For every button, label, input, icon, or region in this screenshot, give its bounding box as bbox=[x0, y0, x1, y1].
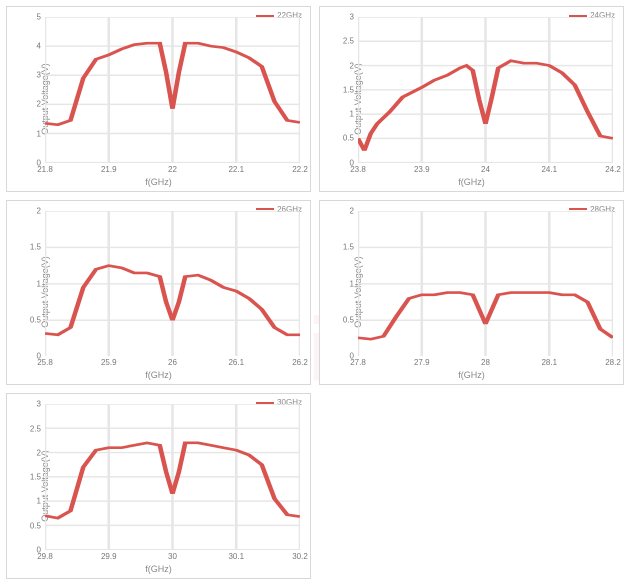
x-axis-label: f(GHz) bbox=[145, 370, 172, 380]
y-ticks: 00.511.52 bbox=[320, 211, 356, 357]
y-ticks: 00.511.52 bbox=[7, 211, 43, 357]
chart-grid: 22GHz Output Voltage(V) 012345 21.821.92… bbox=[0, 0, 630, 585]
xtick: 23.8 bbox=[350, 165, 366, 174]
xtick: 22 bbox=[168, 165, 177, 174]
ytick: 1.5 bbox=[30, 473, 41, 482]
x-axis-label: f(GHz) bbox=[458, 177, 485, 187]
ytick: 3 bbox=[350, 13, 354, 22]
plot-area bbox=[45, 17, 300, 163]
ytick: 0.5 bbox=[343, 134, 354, 143]
ytick: 2 bbox=[37, 206, 41, 215]
ytick: 1 bbox=[350, 279, 354, 288]
chart-22ghz: 22GHz Output Voltage(V) 012345 21.821.92… bbox=[6, 6, 311, 192]
xtick: 28.1 bbox=[541, 358, 557, 367]
x-ticks: 25.825.92626.126.2 bbox=[45, 358, 300, 368]
ytick: 1.5 bbox=[30, 243, 41, 252]
xtick: 21.9 bbox=[101, 165, 117, 174]
xtick: 23.9 bbox=[414, 165, 430, 174]
xtick: 27.9 bbox=[414, 358, 430, 367]
plot-area bbox=[45, 211, 300, 357]
ytick: 1 bbox=[37, 279, 41, 288]
ytick: 2.5 bbox=[30, 424, 41, 433]
plot-area bbox=[358, 17, 613, 163]
xtick: 30 bbox=[168, 552, 177, 561]
xtick: 26.2 bbox=[292, 358, 308, 367]
xtick: 25.9 bbox=[101, 358, 117, 367]
ytick: 2 bbox=[350, 206, 354, 215]
ytick: 0.5 bbox=[30, 521, 41, 530]
x-axis-label: f(GHz) bbox=[458, 370, 485, 380]
xtick: 22.2 bbox=[292, 165, 308, 174]
xtick: 30.2 bbox=[292, 552, 308, 561]
xtick: 25.8 bbox=[37, 358, 53, 367]
ytick: 0.5 bbox=[343, 315, 354, 324]
xtick: 29.9 bbox=[101, 552, 117, 561]
ytick: 5 bbox=[37, 13, 41, 22]
ytick: 1 bbox=[37, 497, 41, 506]
xtick: 28 bbox=[481, 358, 490, 367]
chart-28ghz: 28GHz Output Voltage(V) 00.511.52 27.827… bbox=[319, 200, 624, 386]
empty-cell bbox=[319, 393, 624, 579]
chart-30ghz: 30GHz Output Voltage(V) 00.511.522.53 29… bbox=[6, 393, 311, 579]
x-axis-label: f(GHz) bbox=[145, 564, 172, 574]
xtick: 24.1 bbox=[541, 165, 557, 174]
chart-26ghz: 26GHz Output Voltage(V) 00.511.52 25.825… bbox=[6, 200, 311, 386]
ytick: 1.5 bbox=[343, 243, 354, 252]
x-ticks: 29.829.93030.130.2 bbox=[45, 552, 300, 562]
x-axis-label: f(GHz) bbox=[145, 177, 172, 187]
ytick: 4 bbox=[37, 42, 41, 51]
x-ticks: 23.823.92424.124.2 bbox=[358, 165, 613, 175]
ytick: 2.5 bbox=[343, 37, 354, 46]
xtick: 24.2 bbox=[605, 165, 621, 174]
xtick: 27.8 bbox=[350, 358, 366, 367]
xtick: 24 bbox=[481, 165, 490, 174]
xtick: 28.2 bbox=[605, 358, 621, 367]
x-ticks: 21.821.92222.122.2 bbox=[45, 165, 300, 175]
ytick: 1 bbox=[37, 129, 41, 138]
chart-24ghz: 24GHz Output Voltage(V) 00.511.522.53 23… bbox=[319, 6, 624, 192]
ytick: 3 bbox=[37, 71, 41, 80]
y-ticks: 012345 bbox=[7, 17, 43, 163]
xtick: 26 bbox=[168, 358, 177, 367]
y-ticks: 00.511.522.53 bbox=[7, 404, 43, 550]
ytick: 1.5 bbox=[343, 85, 354, 94]
xtick: 22.1 bbox=[228, 165, 244, 174]
ytick: 0.5 bbox=[30, 315, 41, 324]
xtick: 26.1 bbox=[228, 358, 244, 367]
x-ticks: 27.827.92828.128.2 bbox=[358, 358, 613, 368]
ytick: 3 bbox=[37, 400, 41, 409]
y-ticks: 00.511.522.53 bbox=[320, 17, 356, 163]
plot-area bbox=[358, 211, 613, 357]
xtick: 30.1 bbox=[228, 552, 244, 561]
ytick: 2 bbox=[37, 100, 41, 109]
ytick: 1 bbox=[350, 110, 354, 119]
xtick: 29.8 bbox=[37, 552, 53, 561]
xtick: 21.8 bbox=[37, 165, 53, 174]
ytick: 2 bbox=[350, 61, 354, 70]
plot-area bbox=[45, 404, 300, 550]
ytick: 2 bbox=[37, 448, 41, 457]
